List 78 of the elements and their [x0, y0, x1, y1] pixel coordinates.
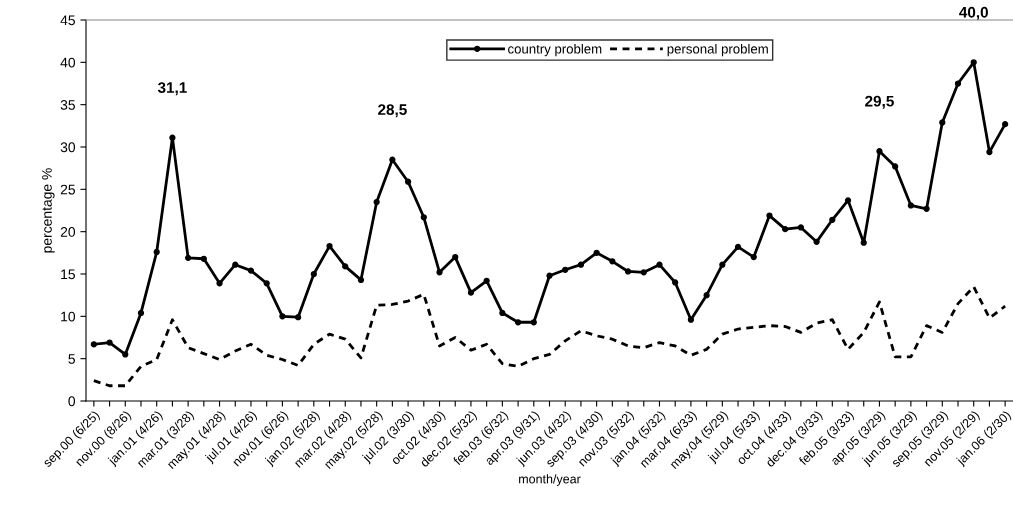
y-tick-label: 40: [60, 57, 76, 68]
point: [389, 156, 396, 163]
point: [530, 319, 537, 326]
point: [907, 202, 914, 209]
y-tick-label: 10: [61, 311, 76, 322]
point: [232, 261, 239, 268]
point: [263, 280, 270, 287]
data-label: 40,0: [959, 6, 988, 20]
point: [656, 261, 663, 268]
data-label: 31,1: [157, 82, 187, 96]
point: [326, 242, 333, 250]
point: [499, 309, 506, 317]
point: [593, 249, 600, 256]
point: [122, 351, 129, 358]
point: [483, 277, 490, 284]
point: [687, 316, 695, 323]
point: [734, 243, 742, 251]
point: [766, 212, 773, 219]
point: [860, 239, 867, 246]
point: [829, 216, 836, 223]
point: [310, 270, 317, 278]
point: [844, 197, 852, 204]
point: [923, 205, 930, 212]
data-label: 29,5: [865, 95, 894, 109]
point: [609, 258, 616, 265]
point: [294, 314, 302, 321]
point: [797, 224, 805, 231]
data-label: 28,5: [378, 104, 407, 118]
y-tick-label: 5: [68, 354, 75, 364]
y-tick-label: 20: [60, 227, 76, 237]
y-tick-label: 30: [60, 142, 76, 153]
point: [986, 148, 993, 156]
point: [813, 238, 820, 245]
point: [357, 276, 365, 284]
point: [782, 226, 789, 233]
y-axis-title: percentage %: [42, 168, 55, 253]
legend-label: personal problem: [667, 43, 768, 57]
point: [185, 254, 192, 262]
point: [279, 313, 286, 320]
point: [876, 148, 883, 155]
point: [1002, 121, 1009, 128]
point: [452, 253, 459, 261]
point: [153, 248, 160, 256]
y-tick-label: 0: [68, 396, 76, 407]
point: [420, 214, 427, 221]
point: [106, 339, 113, 346]
point: [562, 266, 569, 273]
point: [373, 198, 380, 206]
point: [703, 292, 710, 299]
legend-label: country problem: [508, 43, 602, 57]
point: [954, 80, 962, 87]
y-tick-label: 25: [60, 184, 75, 195]
point: [892, 163, 899, 170]
point: [200, 255, 207, 262]
point: [216, 280, 223, 287]
point: [672, 279, 679, 286]
point: [514, 319, 522, 326]
y-tick-label: 15: [61, 269, 75, 280]
y-tick-label: 35: [60, 100, 75, 110]
point: [137, 309, 145, 317]
y-tick-label: 45: [60, 15, 75, 26]
x-axis-title: month/year: [519, 474, 581, 486]
point: [404, 178, 412, 185]
point: [90, 341, 97, 348]
point: [640, 269, 647, 276]
point: [624, 268, 632, 275]
point: [719, 261, 726, 268]
point: [970, 59, 977, 66]
point: [546, 272, 553, 279]
point: [342, 263, 349, 270]
point: [577, 261, 585, 268]
point: [436, 269, 443, 276]
point: [247, 267, 255, 274]
point: [467, 289, 475, 296]
point: [169, 134, 176, 141]
line-series: [92, 285, 1007, 388]
point: [939, 119, 946, 126]
point: [750, 253, 757, 261]
